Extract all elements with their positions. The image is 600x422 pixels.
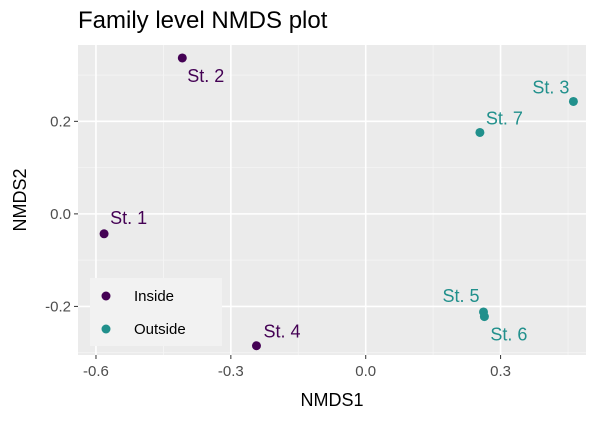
point-label: St. 3 [532, 77, 569, 97]
point-label: St. 4 [263, 322, 300, 342]
x-tick-labels: -0.6 -0.3 0.0 0.3 [83, 363, 511, 380]
x-axis-title: NMDS1 [300, 390, 363, 410]
x-tick-label: -0.3 [218, 363, 244, 380]
y-tick-label: -0.2 [45, 298, 71, 315]
point-label: St. 5 [442, 286, 479, 306]
y-axis-title: NMDS2 [10, 168, 30, 231]
point-label: St. 6 [490, 325, 527, 345]
y-tick-label: 0.0 [50, 206, 71, 223]
x-tick-label: -0.6 [83, 363, 109, 380]
point-label: St. 7 [486, 108, 523, 128]
chart-title: Family level NMDS plot [78, 7, 328, 34]
data-point [99, 229, 109, 239]
legend-label-inside: Inside [134, 288, 174, 305]
legend-key-outside [101, 324, 111, 334]
legend-key-inside [101, 291, 111, 301]
data-points [99, 53, 578, 351]
point-label: St. 1 [110, 208, 147, 228]
legend-box [90, 278, 222, 346]
point-labels: St. 1 St. 2 St. 4 St. 3 St. 7 St. 5 St. 6 [110, 66, 569, 345]
x-tick-label: 0.3 [490, 363, 511, 380]
y-tick-label: 0.2 [50, 113, 71, 130]
data-point [568, 96, 578, 106]
legend: Inside Outside [90, 278, 222, 346]
data-point [479, 312, 489, 322]
axis-ticks [74, 120, 502, 359]
data-point [475, 127, 485, 137]
point-label: St. 2 [187, 66, 224, 86]
data-point [177, 53, 187, 63]
y-tick-labels: -0.2 0.0 0.2 [45, 113, 71, 315]
x-tick-label: 0.0 [355, 363, 376, 380]
major-gridlines [78, 45, 586, 355]
data-point [251, 341, 261, 351]
legend-label-outside: Outside [134, 321, 186, 338]
